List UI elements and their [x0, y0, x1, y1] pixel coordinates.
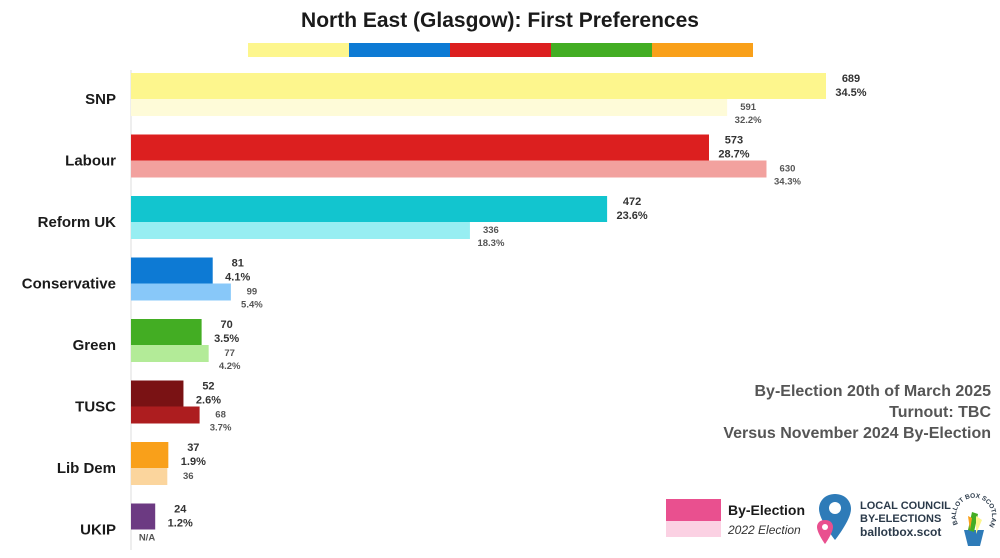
party-label: UKIP: [80, 522, 116, 539]
bar-2022: [131, 99, 728, 116]
title-stripe-segment: [450, 43, 551, 57]
party-label: Labour: [65, 153, 116, 170]
percent-label-by-election: 4.1%: [225, 272, 250, 284]
bar-2022: [131, 160, 767, 178]
value-label-2022: 630: [780, 164, 796, 175]
value-label-2022: 591: [740, 102, 757, 113]
value-label-by-election: 689: [842, 73, 860, 85]
percent-label-2022: 5.4%: [241, 300, 263, 311]
bar-by-election: [131, 380, 184, 407]
percent-label-by-election: 28.7%: [718, 149, 749, 161]
value-label-by-election: 472: [623, 196, 641, 208]
value-label-by-election: 81: [232, 258, 244, 270]
legend-swatch-by-election: [666, 499, 721, 521]
legend-label-by-election: By-Election: [728, 502, 806, 518]
percent-label-by-election: 34.5%: [835, 87, 866, 99]
bar-2022: [131, 283, 231, 301]
value-label-2022: 77: [224, 348, 235, 359]
ballot-box-scotland-badge: BALLOT BOX SCOTLAND: [950, 490, 997, 546]
election-date: By-Election 20th of March 2025: [754, 383, 991, 400]
title-stripe-segment: [349, 43, 450, 57]
value-label-by-election: 70: [220, 319, 232, 331]
percent-label-by-election: 1.2%: [168, 518, 193, 530]
value-label-2022: N/A: [139, 533, 156, 544]
logo-line-2: BY-ELECTIONS: [860, 513, 942, 525]
title-stripe-segment: [551, 43, 652, 57]
percent-label-2022: 3.7%: [210, 423, 232, 434]
value-label-by-election: 37: [187, 442, 199, 454]
percent-label-by-election: 1.9%: [181, 456, 206, 468]
title-stripe-segment: [248, 43, 349, 57]
value-label-by-election: 24: [174, 504, 187, 516]
value-label-2022: 336: [483, 225, 499, 236]
bar-by-election: [131, 73, 826, 99]
legend-label-2022: 2022 Election: [728, 523, 801, 537]
value-label-2022: 68: [215, 410, 226, 421]
title-color-stripe: [248, 43, 753, 57]
turnout: Turnout: TBC: [889, 404, 991, 421]
bar-by-election: [131, 442, 169, 468]
legend-swatch-2022: [666, 521, 721, 537]
bar-by-election: [131, 134, 709, 161]
bar-by-election: [131, 503, 156, 530]
chart-title: North East (Glasgow): First Preferences: [301, 9, 699, 32]
bar-2022: [131, 345, 209, 362]
map-pin-icon: [817, 494, 851, 544]
value-label-2022: 36: [183, 471, 194, 482]
percent-label-by-election: 2.6%: [196, 395, 221, 407]
value-label-2022: 99: [247, 287, 258, 298]
party-label: Lib Dem: [57, 460, 116, 477]
percent-label-2022: 18.3%: [477, 238, 504, 249]
bar-2022: [131, 222, 470, 239]
bar-2022: [131, 468, 168, 485]
value-label-by-election: 573: [725, 135, 743, 147]
party-label: Green: [73, 337, 116, 354]
comparison-note: Versus November 2024 By-Election: [723, 425, 991, 442]
logo-line-3: ballotbox.scot: [860, 525, 942, 539]
percent-label-2022: 4.2%: [219, 361, 241, 372]
party-label: Conservative: [22, 276, 116, 293]
logo-line-1: LOCAL COUNCIL: [860, 500, 951, 512]
local-council-logo: LOCAL COUNCIL BY-ELECTIONS ballotbox.sco…: [815, 492, 951, 548]
title-stripe-segment: [652, 43, 753, 57]
party-label: SNP: [85, 91, 116, 108]
percent-label-by-election: 23.6%: [617, 210, 648, 222]
election-info: By-Election 20th of March 2025 Turnout: …: [723, 381, 991, 444]
value-label-by-election: 52: [202, 381, 214, 393]
party-label: TUSC: [75, 399, 116, 416]
bar-by-election: [131, 319, 202, 345]
bar-by-election: [131, 257, 213, 284]
bar-2022: [131, 406, 200, 424]
bar-by-election: [131, 196, 608, 222]
percent-label-2022: 34.3%: [774, 177, 801, 188]
party-label: Reform UK: [38, 214, 117, 231]
percent-label-2022: 32.2%: [735, 115, 762, 126]
percent-label-by-election: 3.5%: [214, 333, 239, 345]
ballot-box-icon: [964, 530, 984, 546]
